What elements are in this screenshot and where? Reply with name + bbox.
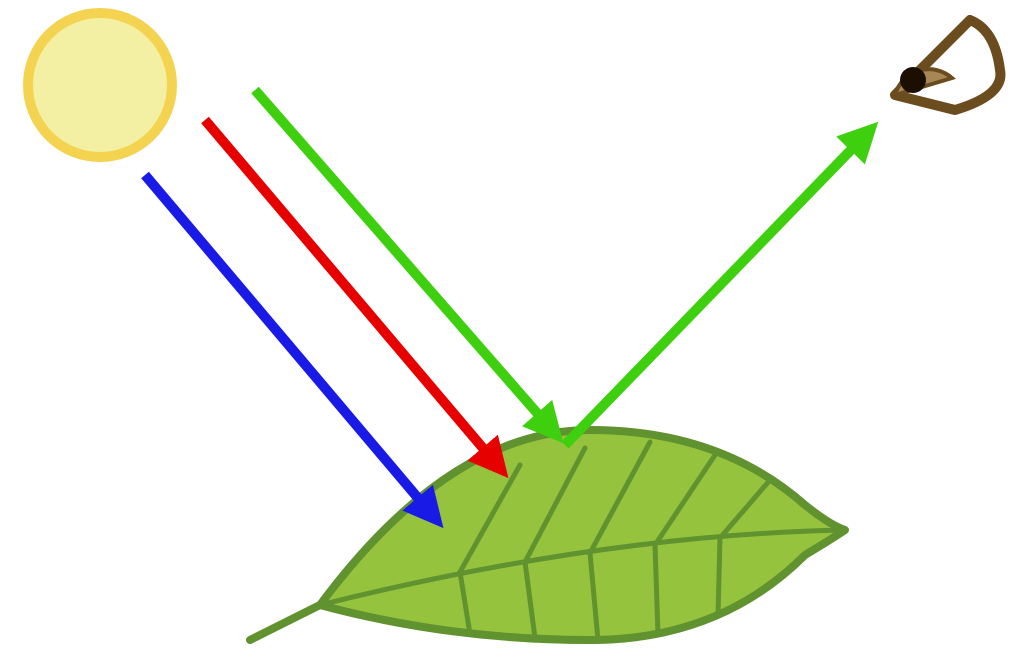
sun-icon [28,13,172,157]
eye-icon [895,20,1000,110]
light-reflection-diagram [0,0,1024,666]
leaf-icon [250,430,845,640]
